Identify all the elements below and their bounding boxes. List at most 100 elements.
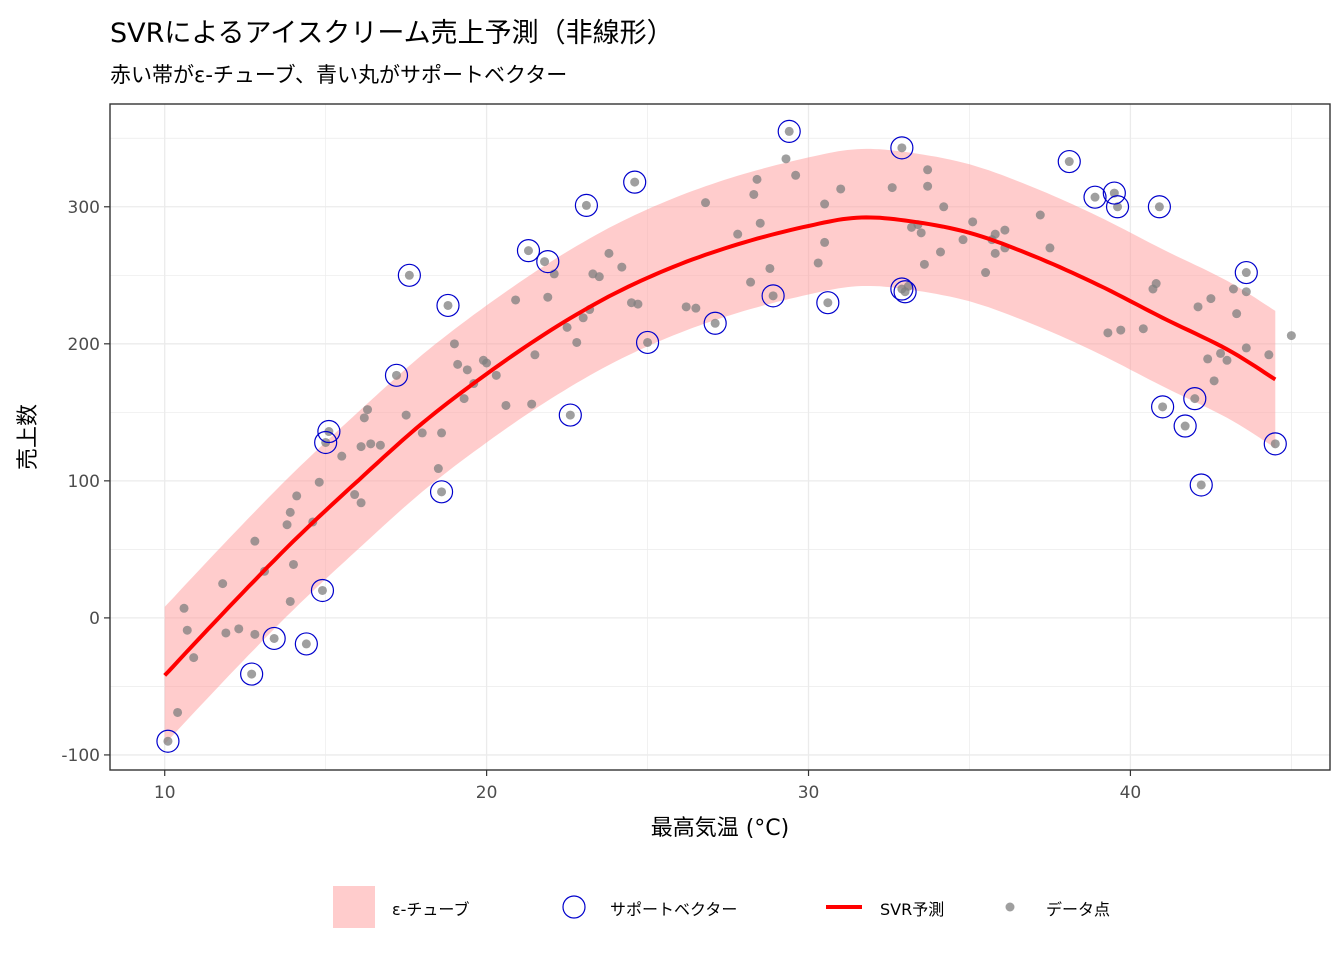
data-point	[433, 464, 443, 474]
data-point	[527, 399, 537, 409]
data-point	[1241, 343, 1251, 353]
support-vector-circle	[397, 263, 421, 287]
data-point	[501, 400, 511, 410]
data-point	[581, 200, 591, 210]
support-vector-circle	[816, 291, 840, 315]
data-point	[462, 365, 472, 375]
data-point	[285, 507, 295, 517]
data-point	[1090, 192, 1100, 202]
support-vector-circle	[890, 277, 914, 301]
x-axis-title: 最高気温 (°C)	[651, 816, 790, 841]
chart-subtitle: 赤い帯がε-チューブ、青い丸がサポートベクター	[110, 63, 567, 87]
support-vector-circle	[703, 311, 727, 335]
data-point	[968, 217, 978, 227]
support-vector-circle	[384, 363, 409, 387]
data-point	[449, 339, 459, 349]
data-point	[1241, 268, 1251, 278]
data-point	[247, 669, 257, 679]
data-point	[366, 439, 376, 449]
data-point	[578, 313, 588, 323]
grid-lines	[110, 104, 1330, 770]
data-points	[163, 126, 1296, 746]
data-point	[543, 292, 553, 302]
data-point	[356, 442, 366, 452]
support-vector-circle	[558, 403, 582, 427]
data-point	[990, 248, 1000, 258]
legend-key-tube	[333, 886, 375, 928]
data-point	[562, 322, 572, 332]
support-vector-circle	[893, 280, 917, 304]
data-point	[288, 559, 298, 569]
data-point	[752, 174, 762, 184]
data-point	[317, 585, 327, 595]
x-tick-label: 10	[154, 783, 176, 803]
support-vector-circle	[262, 626, 286, 651]
support-vector-circle	[516, 239, 541, 263]
x-tick-label: 40	[1120, 783, 1142, 803]
data-point	[836, 184, 846, 194]
data-point	[282, 520, 292, 530]
support-vector-circle	[1151, 395, 1175, 419]
data-point	[633, 299, 643, 309]
data-point	[572, 337, 582, 347]
data-point	[604, 248, 614, 258]
data-point	[565, 410, 575, 420]
data-point	[643, 337, 653, 347]
data-point	[218, 579, 228, 589]
data-point	[630, 177, 640, 187]
data-point	[939, 202, 949, 212]
data-point	[1286, 331, 1296, 341]
data-point	[179, 603, 189, 613]
data-point	[681, 302, 691, 312]
data-point	[617, 262, 627, 272]
data-point	[1222, 355, 1232, 365]
data-point	[746, 277, 756, 287]
data-point	[1064, 157, 1074, 167]
data-point	[1264, 350, 1274, 360]
data-point	[443, 300, 453, 310]
data-point	[363, 405, 373, 415]
data-point	[936, 247, 946, 257]
data-point	[523, 246, 533, 256]
data-point	[813, 258, 823, 268]
data-point	[163, 736, 173, 746]
x-tick-label: 20	[476, 783, 498, 803]
data-point	[981, 268, 991, 278]
x-axis-ticks: 10 20 30 40	[154, 770, 1141, 803]
data-point	[437, 487, 447, 497]
support-vector-circle	[240, 662, 264, 686]
data-point	[1203, 354, 1213, 364]
support-vector-circle	[310, 578, 335, 603]
support-vector-circle	[1105, 195, 1130, 219]
support-vector-circles	[156, 119, 1287, 753]
data-point	[1103, 328, 1113, 338]
data-point	[350, 490, 360, 500]
support-vector-circle	[761, 284, 785, 308]
y-axis-title: 売上数	[16, 404, 41, 470]
support-vector-circle	[1102, 181, 1126, 205]
data-point	[292, 491, 302, 501]
data-point	[768, 291, 778, 301]
data-point	[820, 199, 830, 209]
support-vector-circle	[1183, 387, 1207, 411]
legend-key-point	[1005, 902, 1015, 912]
support-vector-circle	[1234, 260, 1258, 285]
data-point	[958, 235, 968, 245]
data-point	[1035, 210, 1045, 220]
data-point	[1216, 348, 1226, 358]
data-point	[453, 359, 463, 369]
data-point	[285, 596, 295, 606]
chart-title: SVRによるアイスクリーム売上予測（非線形）	[110, 18, 674, 49]
data-point	[887, 183, 897, 193]
data-point	[189, 653, 199, 663]
data-point	[919, 259, 929, 269]
data-point	[1045, 243, 1055, 253]
data-point	[540, 257, 550, 267]
support-vector-circle	[536, 249, 560, 274]
svr-prediction-line	[163, 215, 1277, 677]
data-point	[1209, 376, 1219, 386]
data-point	[250, 629, 260, 639]
y-tick-label: 100	[68, 472, 100, 492]
support-vector-circle	[1083, 185, 1107, 209]
data-point	[820, 237, 830, 247]
